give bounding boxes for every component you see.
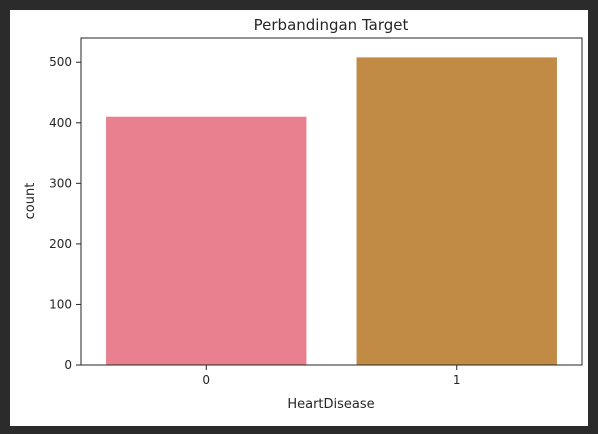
x-tick-label: 1 (453, 373, 461, 387)
y-axis: 0 100 200 300 400 500 (49, 55, 81, 372)
bars-layer (106, 57, 557, 365)
x-axis-title: HeartDisease (287, 397, 374, 412)
y-tick-label: 0 (64, 358, 72, 372)
y-axis-title: count (23, 183, 38, 220)
y-tick-label: 300 (49, 176, 72, 190)
bar-0 (106, 116, 307, 365)
y-tick-label: 400 (49, 116, 72, 130)
bar-1 (356, 57, 557, 365)
y-tick-label: 100 (49, 297, 72, 311)
y-tick-label: 500 (49, 55, 72, 69)
x-tick-label: 0 (202, 373, 210, 387)
plot-frame (80, 37, 583, 366)
y-tick-label: 200 (49, 237, 72, 251)
chart-title: Perbandingan Target (254, 16, 409, 34)
